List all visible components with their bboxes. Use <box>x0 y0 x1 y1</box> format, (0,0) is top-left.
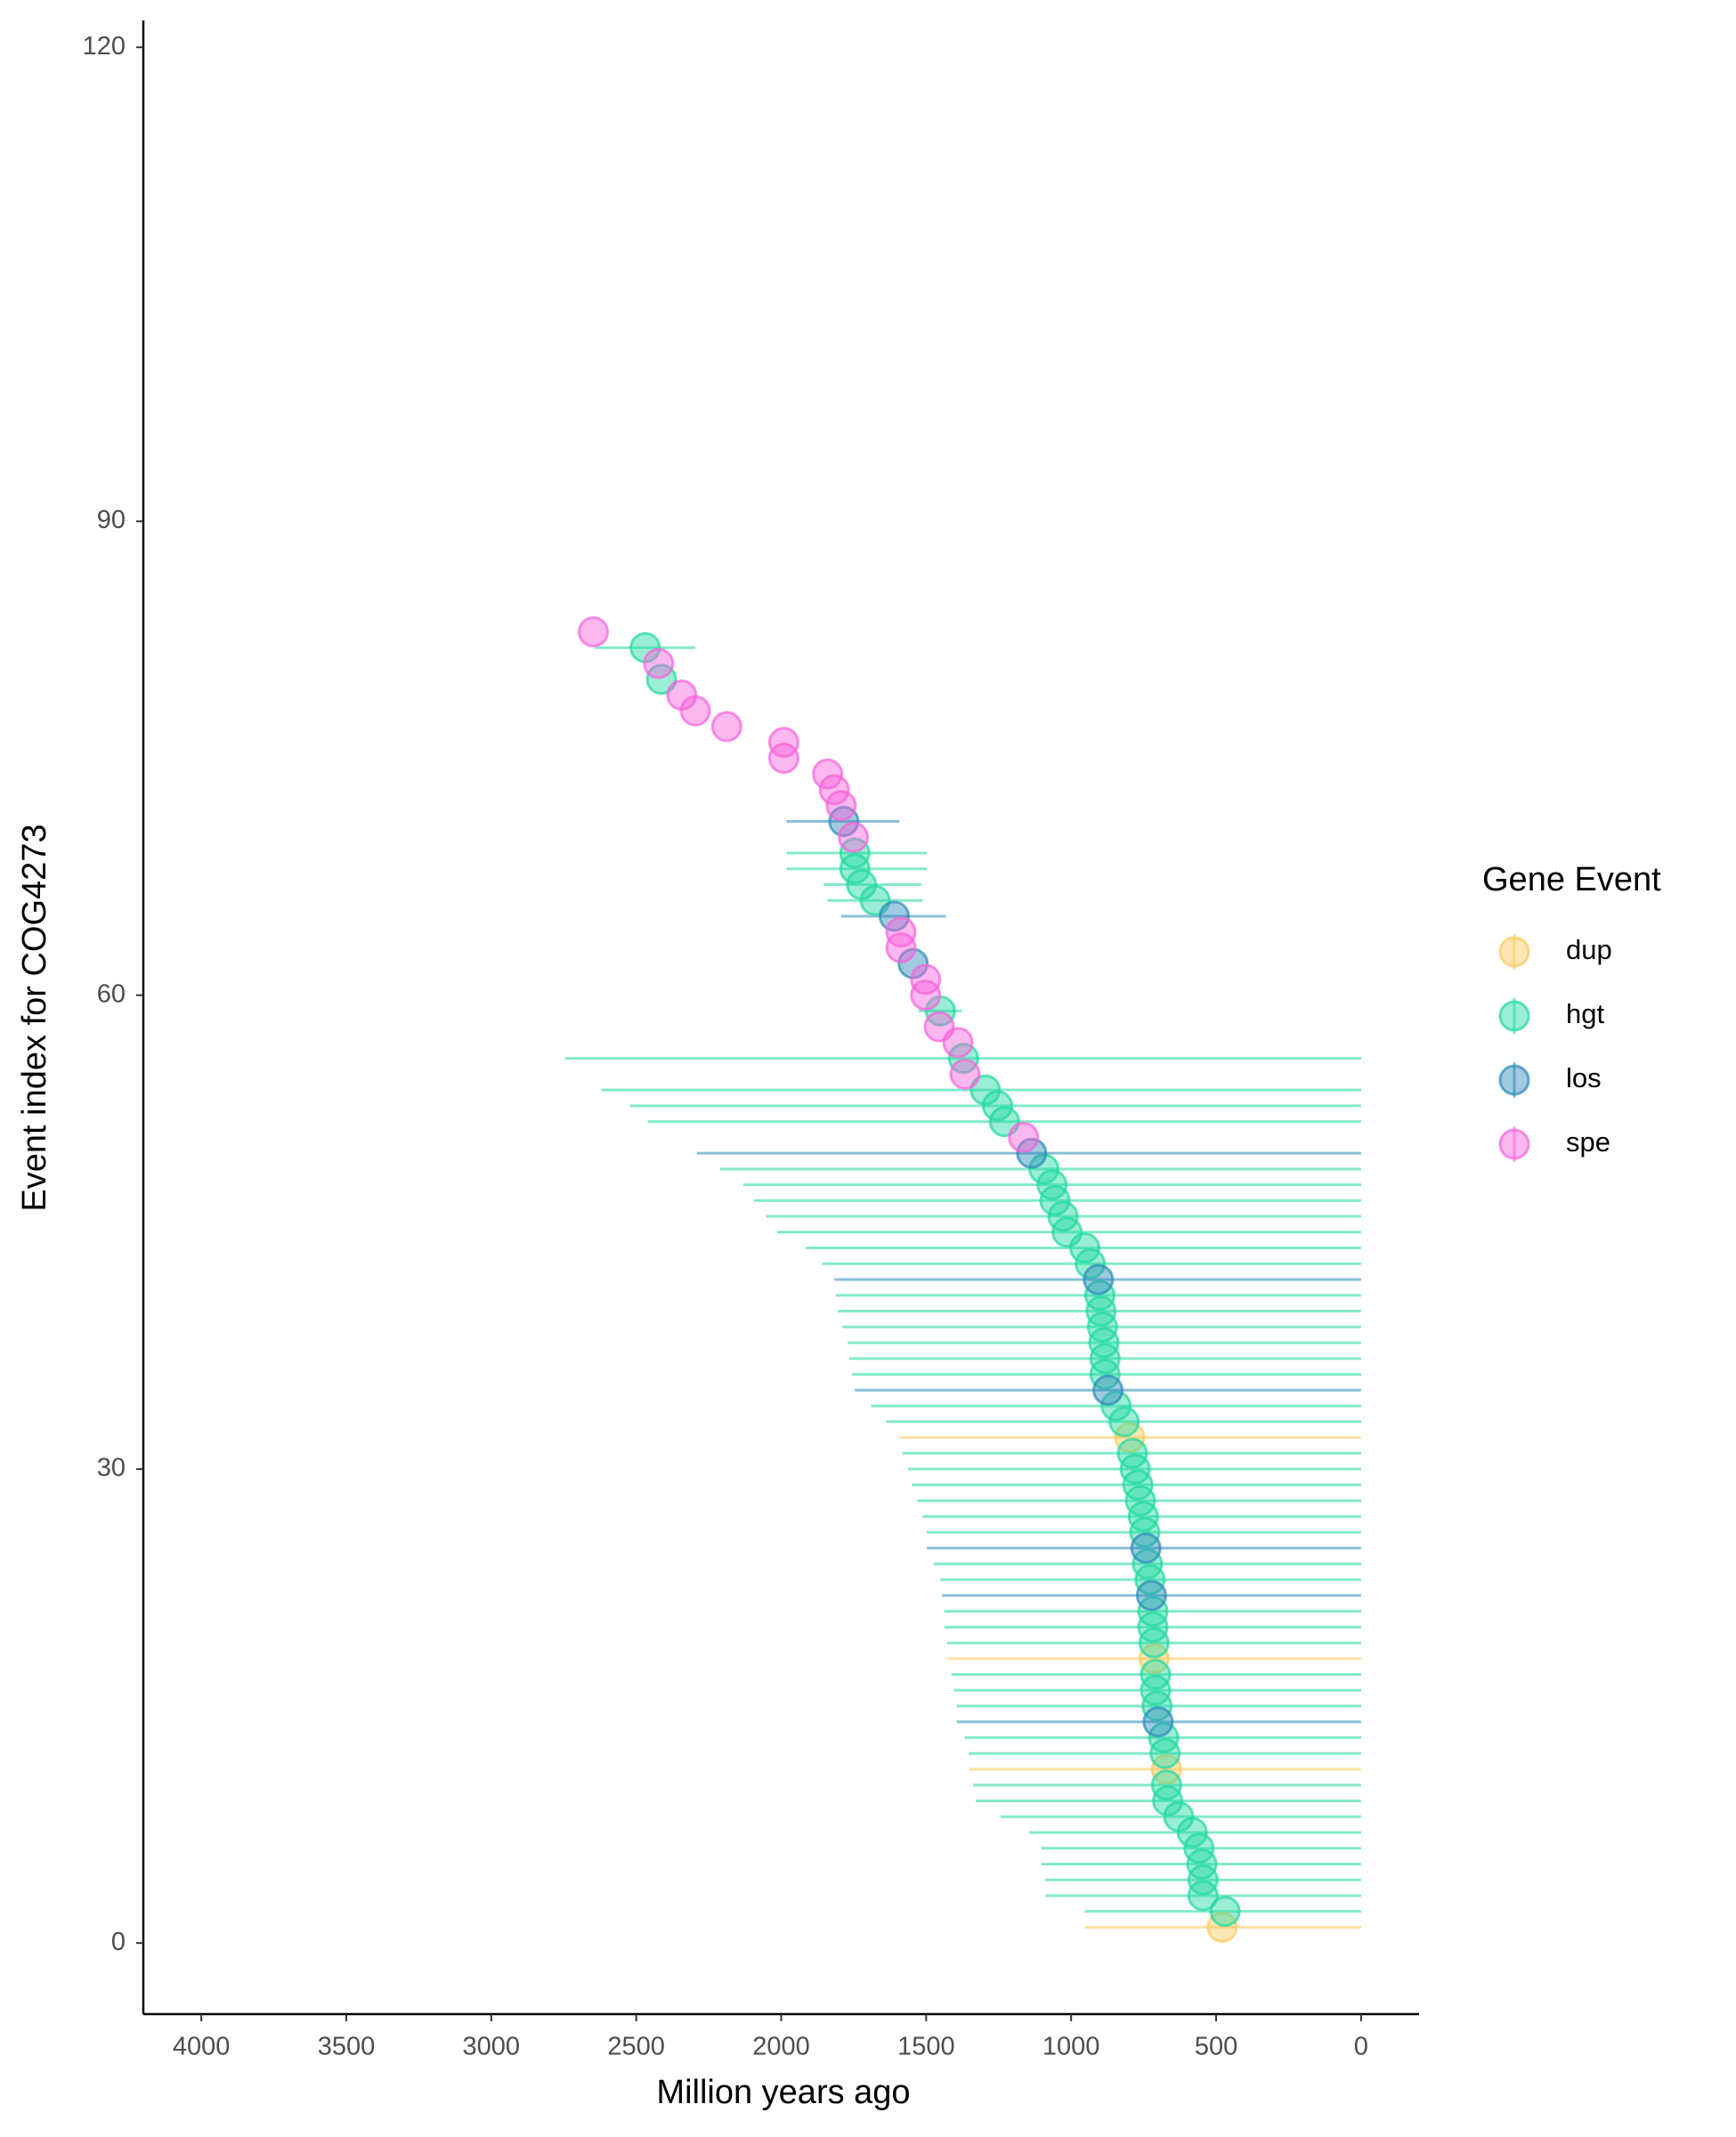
point <box>825 790 857 822</box>
point <box>767 727 799 759</box>
point <box>1152 1784 1184 1816</box>
point <box>1092 1374 1124 1406</box>
point <box>1108 1406 1140 1438</box>
y-tick-label: 120 <box>83 32 126 61</box>
point <box>1083 1264 1115 1296</box>
point <box>1132 1548 1164 1580</box>
point <box>1083 1280 1115 1312</box>
point <box>1028 1153 1060 1185</box>
point <box>1142 1706 1174 1738</box>
point <box>1150 1769 1182 1801</box>
y-tick-label: 0 <box>111 1928 126 1956</box>
y-tick-label: 60 <box>97 979 126 1008</box>
x-tick-label: 1000 <box>1042 2033 1100 2061</box>
point <box>1116 1437 1148 1469</box>
point <box>981 1090 1013 1122</box>
x-tick-label: 500 <box>1195 2033 1237 2061</box>
point <box>1140 1674 1172 1706</box>
point <box>818 774 850 806</box>
x-tick-label: 1500 <box>897 2033 955 2061</box>
legend-label: spe <box>1566 1126 1610 1158</box>
point <box>666 679 698 711</box>
point <box>838 821 870 853</box>
point <box>1089 1343 1121 1375</box>
point <box>1163 1800 1195 1832</box>
point <box>879 900 911 932</box>
point <box>1088 1327 1120 1359</box>
point <box>910 979 942 1012</box>
x-tick-label: 3500 <box>318 2033 376 2061</box>
point <box>923 1011 955 1043</box>
point <box>812 758 844 790</box>
point <box>1137 1596 1169 1628</box>
y-tick-label: 90 <box>97 506 126 534</box>
legend-key <box>1498 1128 1530 1160</box>
x-tick-label: 4000 <box>173 2033 231 2061</box>
point <box>969 1074 1002 1106</box>
point <box>846 868 878 900</box>
point <box>767 743 799 775</box>
point <box>1137 1611 1169 1643</box>
point <box>643 647 675 679</box>
point <box>885 916 917 948</box>
y-axis-title: Event index for COG4273 <box>16 824 53 1211</box>
legend-label: dup <box>1566 934 1612 965</box>
point <box>1140 1659 1172 1691</box>
point <box>1150 1753 1182 1785</box>
point <box>910 963 942 995</box>
point <box>885 931 917 963</box>
legend-label: hgt <box>1566 998 1604 1029</box>
point <box>1141 1690 1173 1722</box>
point <box>1047 1200 1079 1232</box>
legend-key <box>1498 936 1530 968</box>
point <box>897 947 929 979</box>
point <box>1209 1896 1241 1928</box>
point <box>1187 1880 1219 1912</box>
x-tick-label: 3000 <box>463 2033 521 2061</box>
point <box>1183 1832 1215 1865</box>
point <box>710 711 742 743</box>
point <box>1036 1169 1068 1201</box>
x-tick-label: 2500 <box>607 2033 665 2061</box>
point <box>1129 1516 1161 1548</box>
point <box>1130 1532 1162 1564</box>
legend-key <box>1498 1000 1530 1032</box>
x-tick-label: 2000 <box>752 2033 810 2061</box>
point <box>1100 1390 1132 1422</box>
y-tick-label: 30 <box>97 1454 126 1483</box>
point <box>1149 1737 1181 1769</box>
point <box>839 837 871 869</box>
legend-title: Gene Event <box>1482 861 1661 898</box>
point <box>1085 1295 1117 1327</box>
point <box>1086 1311 1118 1343</box>
point <box>577 616 609 648</box>
point <box>1016 1137 1048 1169</box>
point <box>1138 1627 1170 1659</box>
legend-key <box>1498 1064 1530 1096</box>
point <box>839 853 871 885</box>
point <box>1187 1864 1219 1896</box>
legend-label: los <box>1566 1062 1602 1093</box>
x-tick-label: 0 <box>1354 2033 1368 2061</box>
point <box>1135 1580 1167 1612</box>
point <box>1008 1121 1040 1153</box>
point <box>949 1058 981 1090</box>
point <box>1138 1643 1170 1675</box>
x-axis-title: Million years ago <box>656 2074 910 2111</box>
